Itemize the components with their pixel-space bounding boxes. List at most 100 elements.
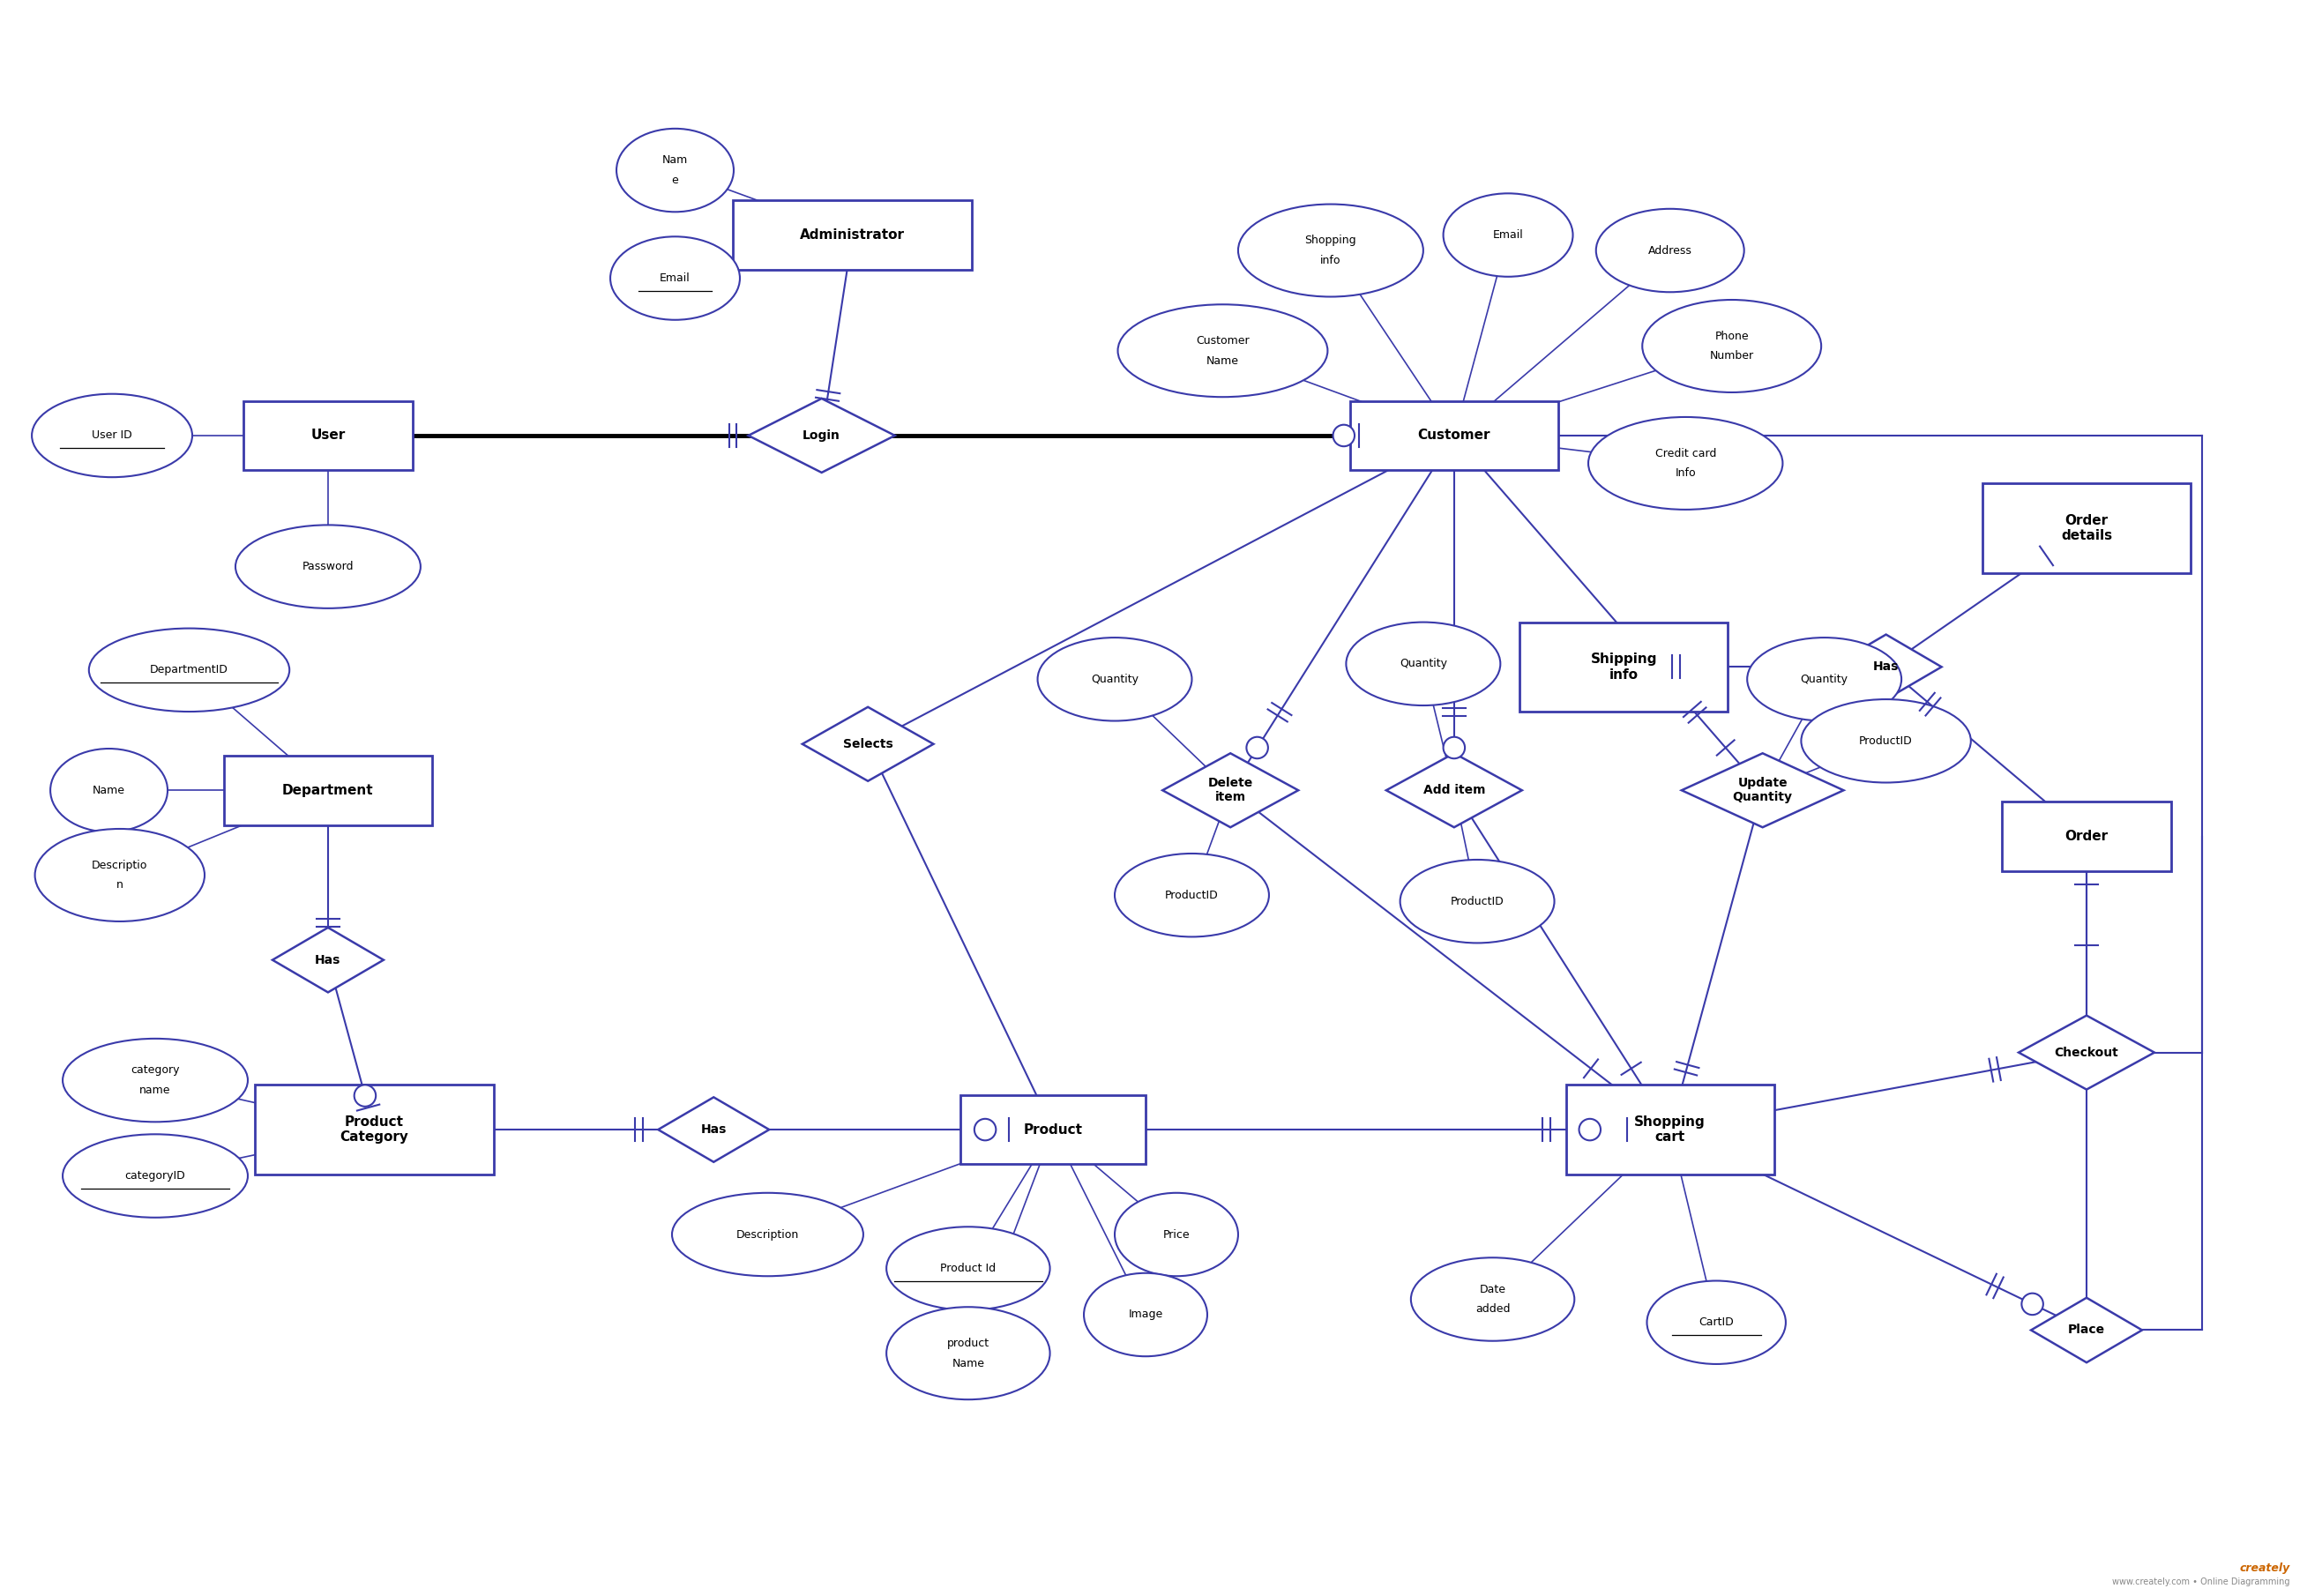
Ellipse shape — [887, 1227, 1050, 1310]
Circle shape — [1444, 737, 1465, 758]
Text: Name: Name — [93, 785, 125, 796]
Ellipse shape — [235, 525, 420, 608]
Ellipse shape — [1084, 1274, 1207, 1357]
Text: Shopping: Shopping — [1305, 235, 1356, 246]
Text: Product
Category: Product Category — [339, 1116, 409, 1144]
Text: Customer: Customer — [1196, 335, 1249, 346]
Ellipse shape — [615, 129, 734, 212]
Text: User: User — [311, 429, 346, 442]
Text: Has: Has — [701, 1124, 727, 1136]
Polygon shape — [1386, 753, 1521, 827]
Text: Customer: Customer — [1419, 429, 1491, 442]
Ellipse shape — [1115, 1192, 1238, 1277]
Polygon shape — [803, 707, 933, 780]
Polygon shape — [657, 1096, 769, 1162]
FancyBboxPatch shape — [961, 1095, 1145, 1165]
Circle shape — [355, 1085, 376, 1106]
Text: Place: Place — [2069, 1325, 2106, 1336]
Text: Name: Name — [1207, 354, 1240, 367]
Text: product: product — [947, 1337, 989, 1349]
Polygon shape — [272, 927, 383, 993]
Circle shape — [1333, 425, 1354, 447]
Text: Delete
item: Delete item — [1207, 777, 1254, 804]
Ellipse shape — [63, 1135, 248, 1218]
Text: Quantity: Quantity — [1800, 674, 1848, 685]
Text: Nam: Nam — [662, 155, 687, 166]
Text: ProductID: ProductID — [1860, 736, 1913, 747]
Ellipse shape — [887, 1307, 1050, 1400]
Text: Update
Quantity: Update Quantity — [1732, 777, 1793, 804]
Text: Description: Description — [736, 1229, 799, 1240]
Ellipse shape — [1588, 417, 1783, 509]
Text: Add item: Add item — [1423, 784, 1486, 796]
Ellipse shape — [1347, 622, 1500, 705]
Circle shape — [975, 1119, 996, 1141]
Text: Product Id: Product Id — [940, 1262, 996, 1274]
Text: Product: Product — [1024, 1124, 1082, 1136]
Text: Shopping
cart: Shopping cart — [1635, 1116, 1707, 1144]
Polygon shape — [2018, 1015, 2155, 1090]
Text: Has: Has — [316, 954, 341, 966]
Polygon shape — [1681, 753, 1844, 827]
Ellipse shape — [1400, 860, 1553, 943]
Text: Quantity: Quantity — [1091, 674, 1138, 685]
Text: User ID: User ID — [93, 429, 132, 440]
Text: Has: Has — [1874, 661, 1899, 674]
Text: ProductID: ProductID — [1166, 889, 1219, 900]
Text: DepartmentID: DepartmentID — [151, 664, 228, 675]
Ellipse shape — [1412, 1258, 1574, 1341]
Ellipse shape — [611, 236, 741, 319]
Circle shape — [2022, 1293, 2043, 1315]
Ellipse shape — [88, 629, 290, 712]
Ellipse shape — [1595, 209, 1744, 292]
FancyBboxPatch shape — [1983, 484, 2190, 573]
Text: Selects: Selects — [843, 737, 894, 750]
Text: Date: Date — [1479, 1283, 1507, 1294]
Text: www.creately.com • Online Diagramming: www.creately.com • Online Diagramming — [2113, 1577, 2289, 1586]
Polygon shape — [748, 399, 894, 472]
Text: Administrator: Administrator — [801, 228, 906, 241]
FancyBboxPatch shape — [1349, 401, 1558, 471]
Text: Order: Order — [2064, 830, 2108, 843]
Text: Credit card: Credit card — [1656, 447, 1716, 460]
Text: ProductID: ProductID — [1451, 895, 1505, 907]
Text: Price: Price — [1163, 1229, 1189, 1240]
Text: Password: Password — [302, 560, 353, 573]
Ellipse shape — [1646, 1280, 1786, 1365]
Circle shape — [1247, 737, 1268, 758]
Ellipse shape — [1117, 305, 1328, 397]
Text: added: added — [1474, 1304, 1509, 1315]
Text: categoryID: categoryID — [125, 1170, 186, 1181]
FancyBboxPatch shape — [734, 201, 973, 270]
Text: Name: Name — [952, 1358, 985, 1369]
Text: Checkout: Checkout — [2055, 1047, 2118, 1058]
Text: Info: Info — [1674, 468, 1695, 479]
Ellipse shape — [1115, 854, 1270, 937]
FancyBboxPatch shape — [1565, 1085, 1774, 1175]
Text: Login: Login — [803, 429, 841, 442]
Text: CartID: CartID — [1700, 1317, 1735, 1328]
Text: Descriptio: Descriptio — [93, 859, 149, 871]
Ellipse shape — [1038, 637, 1191, 721]
Text: name: name — [139, 1085, 172, 1096]
Text: Email: Email — [659, 273, 690, 284]
Text: Quantity: Quantity — [1400, 658, 1447, 670]
FancyBboxPatch shape — [1519, 622, 1728, 712]
Text: e: e — [671, 174, 678, 187]
Text: Image: Image — [1128, 1309, 1163, 1320]
Text: Email: Email — [1493, 230, 1523, 241]
FancyBboxPatch shape — [2002, 801, 2171, 871]
Ellipse shape — [51, 749, 167, 832]
Text: Department: Department — [283, 784, 374, 796]
Text: Address: Address — [1649, 244, 1693, 257]
Ellipse shape — [1444, 193, 1572, 276]
Ellipse shape — [1642, 300, 1820, 393]
Polygon shape — [2032, 1298, 2143, 1363]
Circle shape — [1579, 1119, 1600, 1141]
Ellipse shape — [1802, 699, 1971, 782]
Ellipse shape — [35, 828, 204, 921]
Ellipse shape — [33, 394, 193, 477]
Ellipse shape — [1238, 204, 1423, 297]
FancyBboxPatch shape — [244, 401, 413, 471]
Polygon shape — [1830, 635, 1941, 699]
